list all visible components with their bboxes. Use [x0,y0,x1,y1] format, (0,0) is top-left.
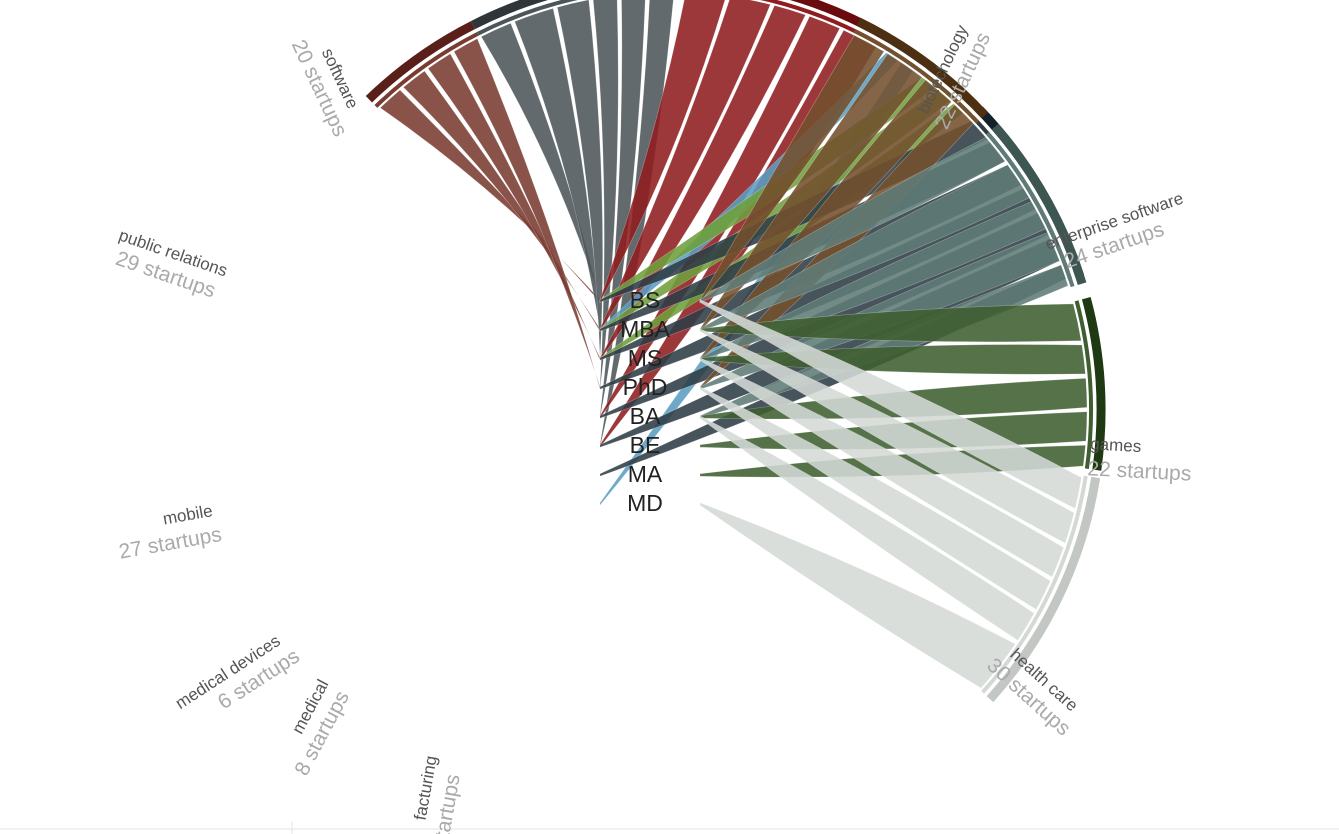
degree-label-bs: BS [630,287,661,313]
degree-label-ba: BA [630,403,661,429]
degree-label-be: BE [630,432,661,458]
category-label-software: software 20 startups [287,36,362,140]
ribbon-health-care-ba[interactable] [699,415,1035,641]
category-arc-software [374,32,479,108]
ribbon-health-care-mba[interactable] [699,328,1075,544]
ribbon-mobile-bs[interactable] [599,0,726,303]
degree-label-ma: MA [628,461,663,487]
degree-label-md: MD [627,490,663,516]
category-band-enterprise-software[interactable] [991,123,1087,286]
category-name: games [1090,434,1142,456]
ribbon-software-bs[interactable] [379,89,601,303]
ribbon-enterprise-software-mba[interactable] [699,164,1030,332]
ribbon-software-mba[interactable] [402,70,601,333]
category-label-medical: medical 8 startups [288,676,354,779]
ribbon-health-care-ms[interactable] [699,357,1065,578]
ribbons-layer [379,0,1088,689]
category-label-medical-devices: medical devices 6 startups [172,631,304,714]
category-arc-health-care [981,475,1088,694]
ribbon-biotechology-bs[interactable] [699,34,885,304]
category-arc-public-relations [476,0,579,36]
degree-labels: BS MBA MS PhD BA BE MA MD [620,287,671,516]
ribbon-mobile-mba[interactable] [599,0,771,333]
category-label-enterprise-software: enterprise software 24 startups [1043,189,1186,274]
category-label-public-relations: public relations 29 startups [113,226,230,303]
arcs-layer [365,0,1106,703]
ribbon-health-care-md[interactable] [699,502,1016,689]
category-count: 22 startups [1087,457,1192,485]
category-band-games[interactable] [1081,297,1106,471]
category-label-mobile: mobile 27 startups [117,501,223,564]
category-band-software[interactable] [365,21,475,103]
degree-label-phd: PhD [623,374,668,400]
ribbon-software-ms[interactable] [427,53,601,361]
category-band-health-care[interactable] [986,476,1101,703]
ribbon-enterprise-software-bs[interactable] [699,137,1006,303]
category-label-games: games 22 startups [1087,434,1192,485]
ribbon-software-phd[interactable] [453,38,601,390]
ribbon-public-relations-ba[interactable] [599,0,646,419]
ribbon-health-care-phd[interactable] [699,386,1051,610]
ribbon-health-care-bs[interactable] [699,299,1082,510]
category-arc-biotechology [853,28,980,124]
ribbon-games-mba[interactable] [699,303,1082,343]
category-count: 27 startups [117,523,223,564]
category-band-biotechology[interactable] [856,17,989,119]
category-arc-enterprise-software [985,131,1075,288]
ribbon-public-relations-phd[interactable] [592,0,619,390]
category-arc-games [1074,300,1093,469]
degree-label-mba: MBA [620,316,671,342]
degree-label-ms: MS [628,345,663,371]
category-band-public-relations[interactable] [470,0,677,30]
category-label-manufacturing: facturing tartups [411,754,465,834]
